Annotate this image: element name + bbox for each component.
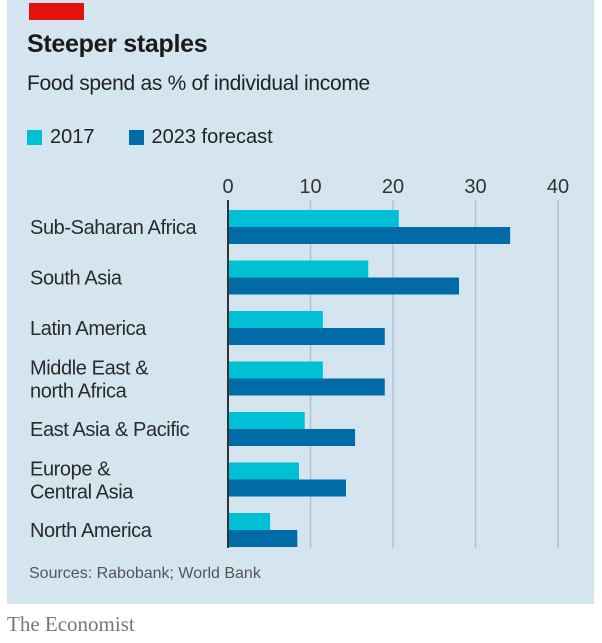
gridlines: [309, 200, 559, 548]
bar-2023-forecast: [228, 227, 511, 244]
legend-item-2023: 2023 forecast: [128, 126, 273, 149]
x-tick-label-30: 30: [464, 176, 486, 198]
category-label: Latin America: [30, 318, 147, 340]
x-tick-labels: 0 10 20 30 40: [222, 176, 569, 198]
bar-2017: [228, 311, 323, 328]
bar-2023-forecast: [228, 328, 385, 345]
legend-item-2017: 2017: [27, 126, 95, 149]
category-label: Europe & Central Asia: [30, 459, 134, 504]
bar-2023-forecast: [228, 277, 459, 295]
legend-swatch-2023: [128, 130, 144, 145]
bar-2017: [228, 412, 305, 429]
bar-2023-forecast: [228, 429, 356, 446]
x-tick-label-40: 40: [547, 176, 569, 198]
category-label: South Asia: [30, 268, 123, 290]
category-label: East Asia & Pacific: [30, 419, 190, 441]
chart-subtitle: Food spend as % of individual income: [27, 72, 370, 95]
legend: 2017 2023 forecast: [27, 126, 307, 149]
category-label: Middle East & north Africa: [30, 358, 149, 403]
chart-panel: [7, 0, 594, 604]
bar-2017: [228, 260, 369, 278]
chart-title: Steeper staples: [27, 30, 208, 58]
legend-label-2017: 2017: [50, 126, 95, 148]
category-label: North America: [30, 520, 153, 542]
category-labels: Sub-Saharan Africa South Asia Latin Americ…: [30, 217, 198, 542]
x-tick-label-20: 20: [382, 176, 404, 198]
x-tick-label-0: 0: [222, 176, 233, 198]
bar-2017: [228, 210, 399, 227]
legend-label-2023: 2023 forecast: [151, 126, 273, 148]
legend-swatch-2017: [27, 130, 42, 145]
bar-2023-forecast: [228, 479, 346, 497]
economist-red-tag: [29, 3, 84, 20]
bar-2023-forecast: [228, 378, 385, 396]
bar-2023-forecast: [228, 530, 298, 547]
category-label: Sub-Saharan Africa: [30, 217, 198, 239]
bar-2017: [228, 462, 299, 480]
bar-2017: [228, 361, 323, 379]
bars: [228, 210, 511, 547]
source-note: Sources: Rabobank; World Bank: [29, 565, 261, 582]
bar-2017: [228, 513, 271, 530]
x-tick-label-10: 10: [299, 176, 321, 198]
brand-logo-text: The Economist: [7, 612, 135, 636]
